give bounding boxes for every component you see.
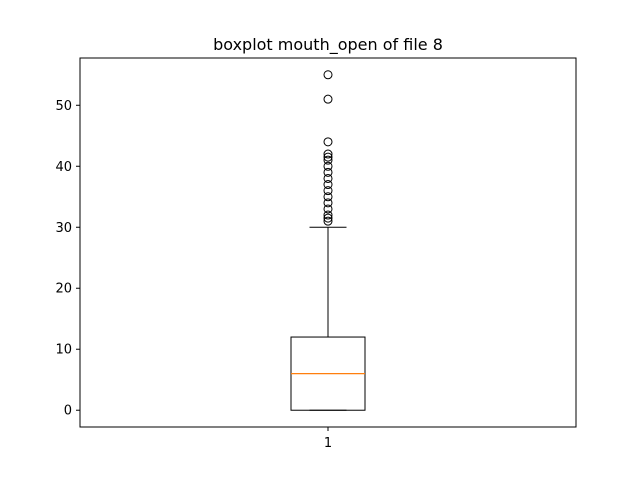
outlier-point: [323, 186, 333, 196]
outlier-point: [323, 204, 333, 214]
outlier-point: [323, 198, 333, 208]
outlier-point: [323, 70, 333, 80]
plot-frame: [79, 57, 577, 428]
outlier-point: [323, 216, 333, 226]
outlier-point: [323, 155, 333, 165]
box-series: [290, 70, 366, 411]
outlier-point: [323, 173, 333, 183]
y-tick-label: 0: [64, 404, 72, 419]
outlier-point: [323, 161, 333, 171]
y-tick-label: 10: [55, 343, 72, 358]
y-axis: 0 10 20 30 40 50: [55, 99, 80, 419]
x-tick-label: 1: [324, 436, 332, 451]
outlier-point: [323, 210, 333, 220]
outlier-point: [323, 180, 333, 190]
chart-title: boxplot mouth_open of file 8: [213, 35, 443, 55]
outlier-point: [323, 137, 333, 147]
y-tick-label: 40: [55, 160, 72, 175]
y-tick-label: 30: [55, 221, 72, 236]
x-axis: 1: [324, 427, 332, 451]
y-tick-label: 50: [55, 99, 72, 114]
outlier-point: [323, 167, 333, 177]
outlier-point: [323, 213, 333, 223]
outlier-point: [323, 149, 333, 159]
outlier-point: [323, 152, 333, 162]
outlier-point: [323, 94, 333, 104]
y-tick-label: 20: [55, 282, 72, 297]
outlier-point: [323, 192, 333, 202]
